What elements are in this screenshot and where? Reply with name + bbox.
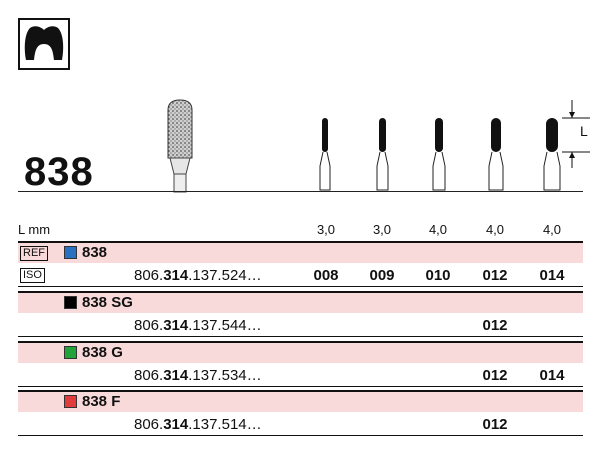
silhouette-010 bbox=[432, 118, 446, 191]
variant-label: 838 SG bbox=[82, 294, 133, 311]
bur-illustration bbox=[167, 99, 193, 193]
color-swatch bbox=[64, 246, 77, 259]
size-value: 012 bbox=[482, 367, 508, 384]
variant-label: 838 G bbox=[82, 344, 123, 361]
size-value: 014 bbox=[539, 367, 565, 384]
length-value: 4,0 bbox=[428, 222, 448, 237]
size-silhouettes bbox=[319, 100, 590, 191]
order-row: 806.314.137.514… 012 bbox=[18, 414, 583, 436]
silhouette-014 bbox=[543, 118, 561, 191]
length-dimension-marker bbox=[562, 100, 590, 168]
order-row: 806.314.137.534… 012 014 bbox=[18, 365, 583, 387]
ref-tag: REF bbox=[20, 246, 48, 261]
color-swatch bbox=[64, 395, 77, 408]
length-header: L mm bbox=[18, 222, 51, 237]
variant-row: 838 G bbox=[18, 341, 583, 363]
length-value: 4,0 bbox=[542, 222, 562, 237]
variant-label: 838 bbox=[82, 244, 108, 261]
silhouette-008 bbox=[319, 118, 331, 191]
variant-label: 838 F bbox=[82, 393, 121, 410]
size-value: 012 bbox=[482, 416, 508, 433]
order-row: 806.314.137.544… 012 bbox=[18, 315, 583, 337]
color-swatch bbox=[64, 346, 77, 359]
order-number: 806.314.137.544… bbox=[134, 317, 262, 334]
order-number: 806.314.137.534… bbox=[134, 367, 262, 384]
iso-tag: ISO bbox=[20, 268, 45, 283]
silhouette-012 bbox=[488, 118, 504, 191]
order-number: 806.314.137.514… bbox=[134, 416, 262, 433]
variant-row: 838 F bbox=[18, 390, 583, 412]
size-value: 008 bbox=[313, 267, 339, 284]
order-row: ISO 806.314.137.524… 008 009 010 012 014 bbox=[18, 265, 583, 287]
tooth-crown-icon bbox=[18, 18, 70, 70]
product-code: 838 bbox=[24, 150, 94, 194]
silhouette-009 bbox=[376, 118, 389, 191]
variant-row: 838 SG bbox=[18, 291, 583, 313]
size-value: 010 bbox=[425, 267, 451, 284]
order-number: 806.314.137.524… bbox=[134, 267, 262, 284]
variant-row: REF 838 bbox=[18, 241, 583, 263]
size-value: 012 bbox=[482, 267, 508, 284]
length-value: 3,0 bbox=[316, 222, 336, 237]
length-value: 4,0 bbox=[485, 222, 505, 237]
size-value: 014 bbox=[539, 267, 565, 284]
color-swatch bbox=[64, 296, 77, 309]
size-value: 012 bbox=[482, 317, 508, 334]
dimension-label: L bbox=[580, 123, 588, 139]
baseline-divider bbox=[18, 191, 583, 192]
size-value: 009 bbox=[369, 267, 395, 284]
length-value: 3,0 bbox=[372, 222, 392, 237]
